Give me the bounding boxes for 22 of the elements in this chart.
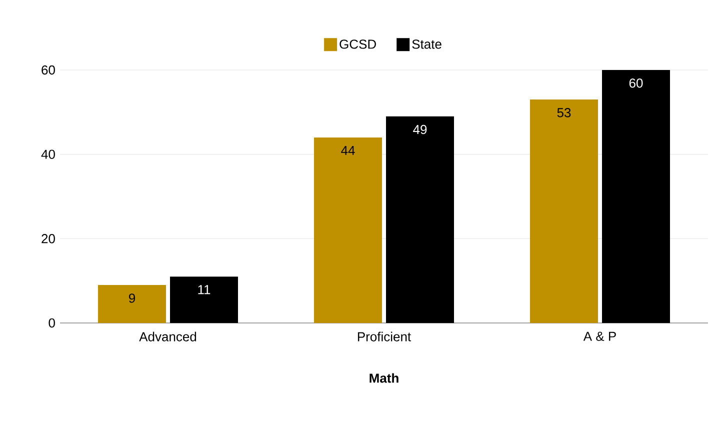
y-tick-label: 20	[42, 234, 55, 244]
data-label: 44	[341, 146, 355, 155]
y-tick-label: 60	[42, 65, 55, 75]
bar	[98, 285, 166, 323]
bar	[530, 100, 598, 323]
x-tick-label: Proficient	[358, 332, 411, 342]
y-tick-label: 0	[48, 318, 55, 328]
bar	[170, 276, 238, 323]
y-tick-label: 40	[41, 150, 55, 159]
data-label: 60	[629, 78, 643, 88]
legend-label: State	[412, 40, 442, 49]
x-tick-label: A & P	[583, 332, 616, 341]
bar	[314, 137, 382, 323]
legend-label: GCSD	[340, 40, 376, 49]
data-label: 11	[198, 285, 210, 294]
data-label: 49	[413, 124, 427, 134]
data-label: 9	[129, 294, 136, 303]
x-tick-label: Advanced	[139, 332, 196, 342]
x-axis-title: Math	[370, 373, 398, 383]
data-label: 53	[557, 108, 571, 118]
bar	[602, 70, 670, 323]
bar	[386, 116, 454, 323]
